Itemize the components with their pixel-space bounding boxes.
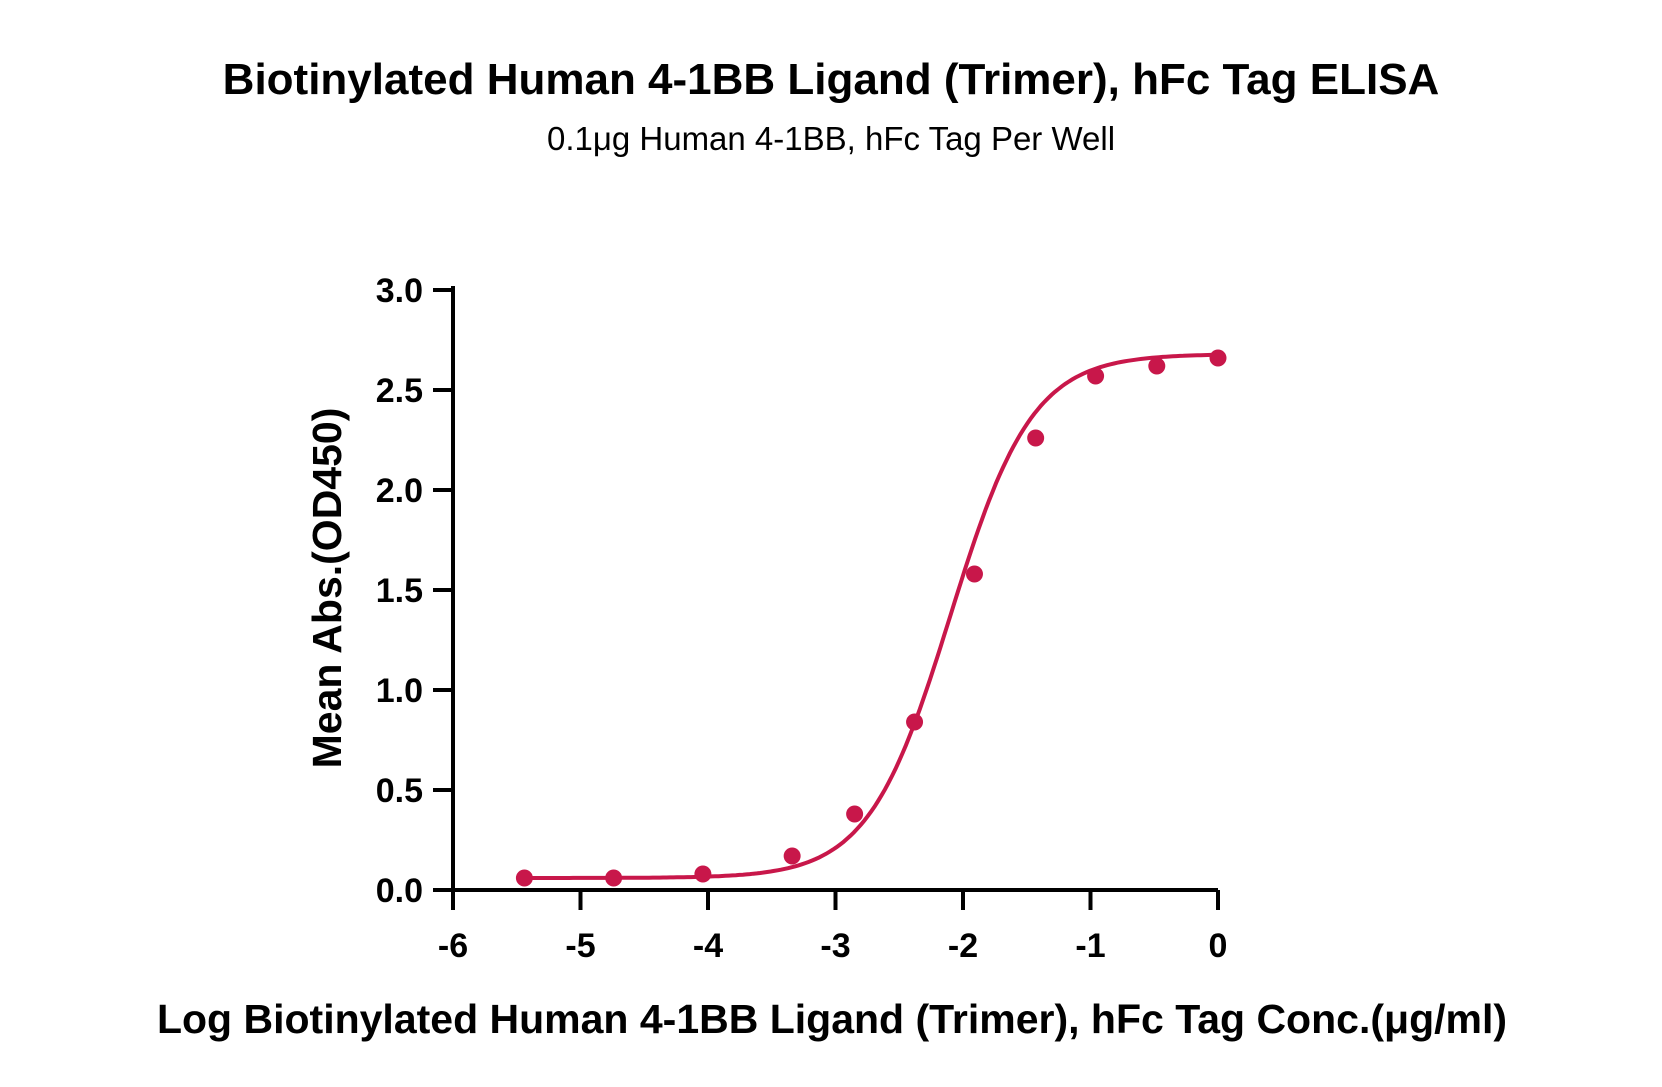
- chart-subtitle: 0.1μg Human 4-1BB, hFc Tag Per Well: [547, 120, 1115, 157]
- y-axis: 0.0 0.5 1.0 1.5 2.0 2.5 3.0: [376, 272, 455, 910]
- x-axis: -6 -5 -4 -3 -2 -1 0: [438, 888, 1228, 965]
- x-tick-label: 0: [1209, 927, 1228, 965]
- y-tick-label: 2.0: [376, 472, 423, 510]
- data-point: [965, 565, 983, 583]
- x-tick-label: -5: [565, 927, 595, 965]
- y-tick-label: 3.0: [376, 272, 423, 310]
- plot-series: [515, 349, 1227, 887]
- chart-title: Biotinylated Human 4-1BB Ligand (Trimer)…: [223, 55, 1440, 104]
- y-axis-ticks: 0.0 0.5 1.0 1.5 2.0 2.5 3.0: [376, 272, 453, 910]
- data-point: [694, 865, 712, 883]
- data-point: [906, 713, 924, 731]
- y-axis-title: Mean Abs.(OD450): [304, 408, 350, 769]
- x-axis-ticks: -6 -5 -4 -3 -2 -1 0: [438, 890, 1228, 965]
- data-point: [1087, 367, 1105, 385]
- x-tick-label: -2: [948, 927, 978, 965]
- y-tick-label: 1.5: [376, 572, 423, 610]
- y-tick-label: 1.0: [376, 672, 423, 710]
- data-point: [605, 869, 623, 887]
- y-tick-label: 0.0: [376, 872, 423, 910]
- x-tick-label: -1: [1075, 927, 1105, 965]
- data-point: [846, 805, 864, 823]
- x-tick-label: -6: [438, 927, 468, 965]
- x-tick-label: -4: [693, 927, 723, 965]
- x-tick-label: -3: [820, 927, 850, 965]
- y-tick-label: 0.5: [376, 772, 423, 810]
- x-axis-title: Log Biotinylated Human 4-1BB Ligand (Tri…: [157, 996, 1507, 1042]
- fit-curve: [524, 352, 1218, 880]
- data-point: [1209, 349, 1227, 367]
- data-point: [1148, 357, 1166, 375]
- data-point: [783, 847, 801, 865]
- y-tick-label: 2.5: [376, 372, 423, 410]
- data-point: [1027, 429, 1045, 447]
- data-point: [515, 869, 533, 887]
